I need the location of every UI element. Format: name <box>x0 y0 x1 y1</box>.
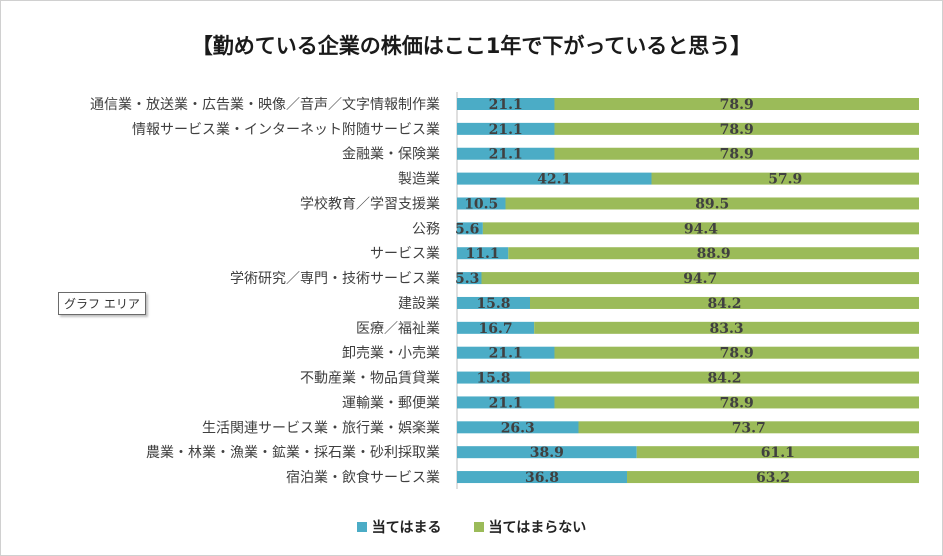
bar-series-2[interactable] <box>554 122 919 135</box>
category-label: 医療／福祉業 <box>356 320 440 337</box>
bar-series-1[interactable] <box>457 247 509 260</box>
data-label-series-2: 84.2 <box>707 371 741 387</box>
data-label-series-2: 78.9 <box>720 97 754 113</box>
data-label-series-2: 84.2 <box>707 296 741 312</box>
bar-series-2[interactable] <box>636 446 919 459</box>
data-label-series-2: 88.9 <box>697 246 731 262</box>
bar-series-2[interactable] <box>554 396 919 409</box>
data-label-series-2: 83.3 <box>710 321 744 337</box>
bar-series-1[interactable] <box>457 446 637 459</box>
category-label: サービス業 <box>370 246 440 262</box>
category-label: 製造業 <box>398 172 440 188</box>
chart-area-tooltip: グラフ エリア <box>58 292 146 315</box>
data-label-series-1: 5.6 <box>455 221 479 237</box>
category-label: 建設業 <box>398 296 440 312</box>
data-label-series-2: 61.1 <box>761 445 795 461</box>
bar-series-2[interactable] <box>651 172 919 185</box>
category-label: 公務 <box>412 221 440 237</box>
data-label-series-1: 10.5 <box>464 196 498 212</box>
bar-series-1[interactable] <box>457 471 628 484</box>
legend-label-series-2: 当てはまらない <box>488 520 587 536</box>
data-label-series-2: 78.9 <box>720 147 754 163</box>
bar-series-1[interactable] <box>457 346 555 359</box>
legend-item-series-2[interactable]: 当てはまらない <box>473 517 587 537</box>
bar-series-1[interactable] <box>457 172 652 185</box>
category-label: 運輸業・郵便業 <box>342 395 440 411</box>
data-label-series-1: 16.7 <box>479 321 513 337</box>
bar-series-1[interactable] <box>457 147 555 160</box>
data-label-series-2: 73.7 <box>732 420 766 436</box>
data-label-series-1: 21.1 <box>489 346 523 362</box>
data-label-series-1: 11.1 <box>466 246 500 262</box>
category-label: 農業・林業・漁業・鉱業・採石業・砂利採取業 <box>146 444 440 461</box>
category-label: 生活関連サービス業・旅行業・娯楽業 <box>202 420 440 436</box>
data-label-series-2: 63.2 <box>756 470 790 486</box>
bar-series-2[interactable] <box>554 147 919 160</box>
data-label-series-1: 38.9 <box>530 445 564 461</box>
legend-swatch-series-1 <box>356 522 367 532</box>
legend-swatch-series-2 <box>473 522 484 532</box>
chart-title: 【勤めている企業の株価はここ1年で下がっていると思う】 <box>191 34 752 58</box>
category-label: 金融業・保険業 <box>342 147 440 163</box>
category-label: 情報サービス業・インターネット附随サービス業 <box>132 122 440 138</box>
data-label-series-2: 94.4 <box>684 221 718 237</box>
legend: 当てはまる 当てはまらない <box>0 517 943 537</box>
bar-series-1[interactable] <box>457 421 579 434</box>
bar-series-2[interactable] <box>627 471 919 484</box>
bar-series-2[interactable] <box>505 197 919 210</box>
bar-series-2[interactable] <box>554 98 919 110</box>
bar-series-2[interactable] <box>554 346 919 359</box>
category-label: 不動産業・物品賃貸業 <box>300 371 440 387</box>
bar-series-2[interactable] <box>481 272 919 285</box>
data-label-series-2: 57.9 <box>768 172 802 188</box>
data-label-series-2: 78.9 <box>720 346 754 362</box>
bar-series-1[interactable] <box>457 321 535 334</box>
data-label-series-1: 36.8 <box>525 470 559 486</box>
bar-series-1[interactable] <box>457 371 530 384</box>
bar-series-2[interactable] <box>529 296 919 309</box>
category-label: 卸売業・小売業 <box>342 346 440 362</box>
legend-label-series-1: 当てはまる <box>371 520 442 536</box>
bar-series-1[interactable] <box>457 197 506 210</box>
data-label-series-1: 21.1 <box>489 395 523 411</box>
data-label-series-2: 78.9 <box>720 395 754 411</box>
legend-item-series-1[interactable]: 当てはまる <box>356 517 442 537</box>
category-label: 宿泊業・飲食サービス業 <box>286 469 440 486</box>
data-label-series-1: 5.3 <box>455 271 479 287</box>
data-label-series-1: 21.1 <box>489 122 523 138</box>
bar-series-2[interactable] <box>534 321 919 334</box>
bar-series-1[interactable] <box>457 98 555 110</box>
bar-series-1[interactable] <box>457 296 530 309</box>
data-label-series-1: 15.8 <box>476 296 510 312</box>
category-label: 学校教育／学習支援業 <box>300 195 440 212</box>
data-label-series-2: 94.7 <box>683 271 717 287</box>
bar-series-2[interactable] <box>529 371 919 384</box>
bar-series-2[interactable] <box>482 222 919 235</box>
bar-series-1[interactable] <box>457 122 555 135</box>
data-label-series-1: 15.8 <box>476 371 510 387</box>
bar-series-1[interactable] <box>457 272 482 285</box>
category-label: 学術研究／専門・技術サービス業 <box>230 271 440 287</box>
data-label-series-1: 42.1 <box>537 172 571 188</box>
data-label-series-2: 89.5 <box>695 196 729 212</box>
bar-series-2[interactable] <box>508 247 919 260</box>
data-label-series-1: 21.1 <box>489 97 523 113</box>
data-label-series-1: 21.1 <box>489 147 523 163</box>
data-label-series-2: 78.9 <box>720 122 754 138</box>
category-label: 通信業・放送業・広告業・映像／音声／文字情報制作業 <box>90 96 440 113</box>
bar-series-2[interactable] <box>578 421 919 434</box>
data-label-series-1: 26.3 <box>501 420 535 436</box>
bar-series-1[interactable] <box>457 396 555 409</box>
bar-series-1[interactable] <box>457 222 483 235</box>
